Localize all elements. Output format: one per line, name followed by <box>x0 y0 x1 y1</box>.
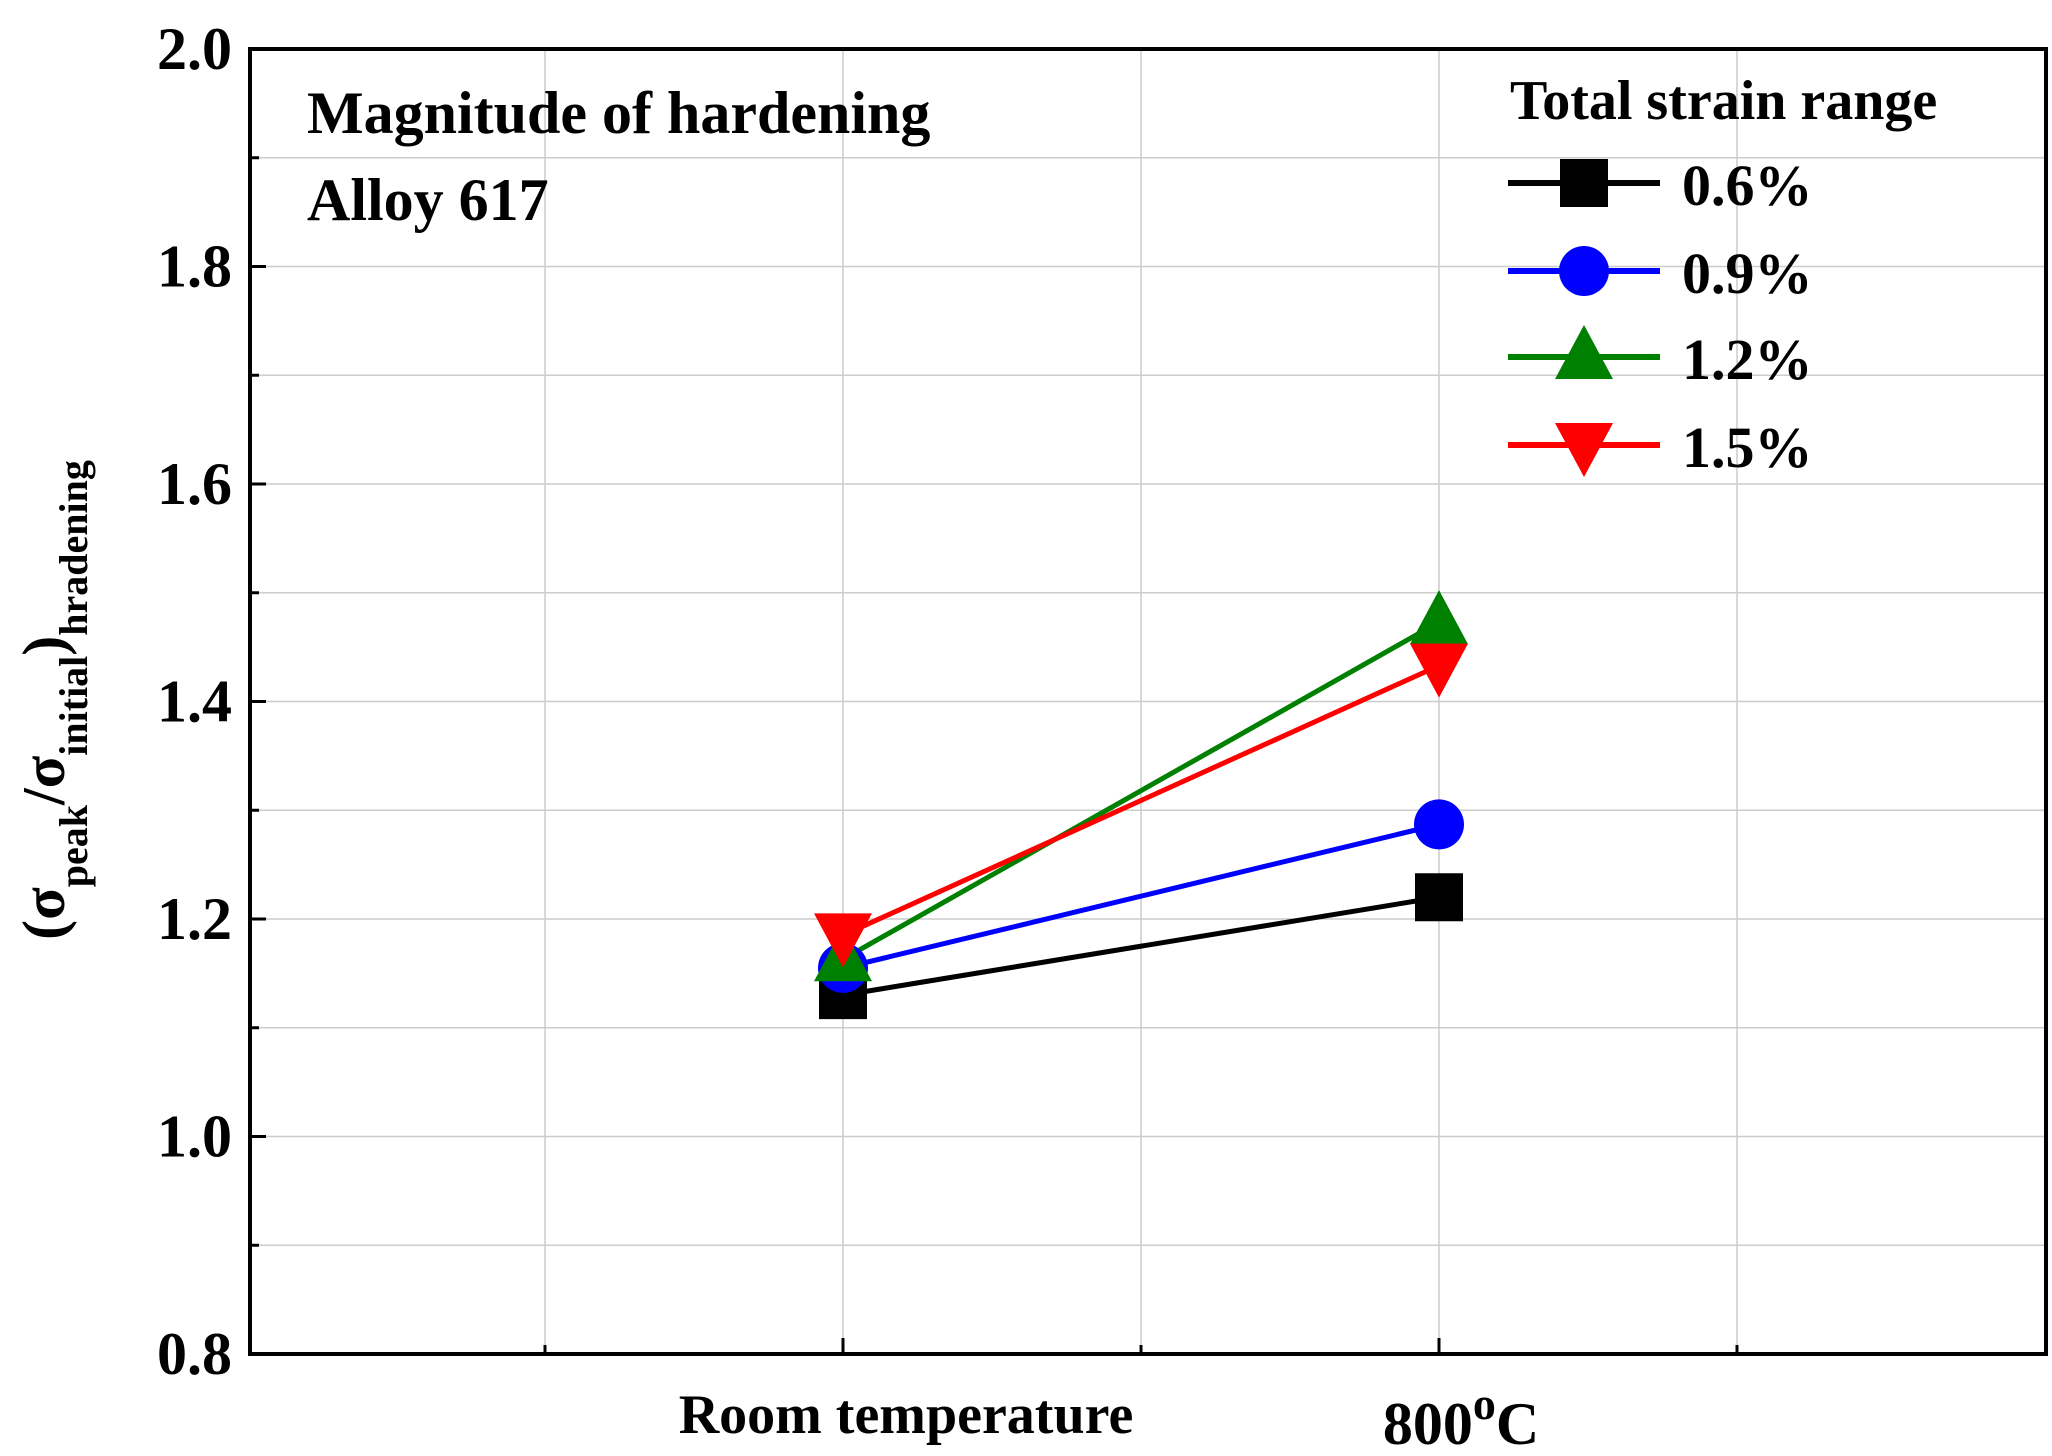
x-tick-label-800c: 800oC <box>1383 1378 1539 1456</box>
series-line-3 <box>841 619 1441 962</box>
y-label-sub-initial: initial <box>51 656 96 756</box>
y-label-paren-close: ) <box>11 636 77 656</box>
legend-marker <box>1555 423 1613 477</box>
y-tick-label: 1.0 <box>157 1104 232 1170</box>
y-label-paren-open: ( <box>11 920 77 940</box>
annotation-line-1: Magnitude of hardening <box>307 80 930 146</box>
y-label-sub-peak: peak <box>51 804 96 887</box>
legend-marker <box>1559 246 1609 296</box>
y-tick-label: 2.0 <box>157 16 232 82</box>
y-axis-label: (σpeak/σinitial)hradening <box>11 460 96 940</box>
x-tick-label-room-temperature: Room temperature <box>679 1384 1134 1446</box>
legend: 0.6% 0.9% 1.2% 1.5% <box>1508 153 1813 480</box>
legend-label: 1.5% <box>1682 415 1813 480</box>
data-point-marker <box>1410 590 1468 645</box>
y-tick-label: 1.4 <box>157 669 232 735</box>
series-line-2 <box>842 821 1440 971</box>
grid <box>250 49 2046 1354</box>
x-tick-label-800c-main: 800 <box>1383 1391 1473 1456</box>
x-tick-label-800c-sup: o <box>1473 1378 1496 1429</box>
data-point-marker <box>1415 873 1463 922</box>
y-tick-label: 1.8 <box>157 234 232 300</box>
legend-label: 0.9% <box>1682 241 1813 306</box>
series-line-1 <box>842 894 1440 998</box>
x-tick-label-800c-tail: C <box>1496 1391 1539 1456</box>
y-label-sigma-peak: σ <box>11 887 77 920</box>
y-label-sigma-initial: σ <box>11 755 77 788</box>
legend-label: 0.6% <box>1682 153 1813 218</box>
y-tick-label: 0.8 <box>157 1321 232 1387</box>
data-point-marker <box>814 913 872 968</box>
y-label-sub-hradening: hradening <box>51 460 96 636</box>
legend-marker <box>1560 159 1608 207</box>
y-tick-label: 1.2 <box>157 886 232 952</box>
legend-label: 1.2% <box>1682 327 1813 392</box>
y-axis: 0.8 1.0 1.2 1.4 1.6 1.8 2.0 <box>157 16 266 1387</box>
legend-marker <box>1555 325 1613 379</box>
y-tick-label: 1.6 <box>157 451 232 517</box>
data-point-marker <box>1410 643 1468 698</box>
data-point-marker <box>1414 799 1464 850</box>
series-markers <box>814 590 1468 1020</box>
series-line-4 <box>841 663 1441 938</box>
series-lines <box>841 619 1441 998</box>
annotation-line-2: Alloy 617 <box>307 167 549 233</box>
y-label-slash: / <box>11 787 77 806</box>
x-axis <box>543 1338 1739 1354</box>
legend-title: Total strain range <box>1510 70 1937 132</box>
